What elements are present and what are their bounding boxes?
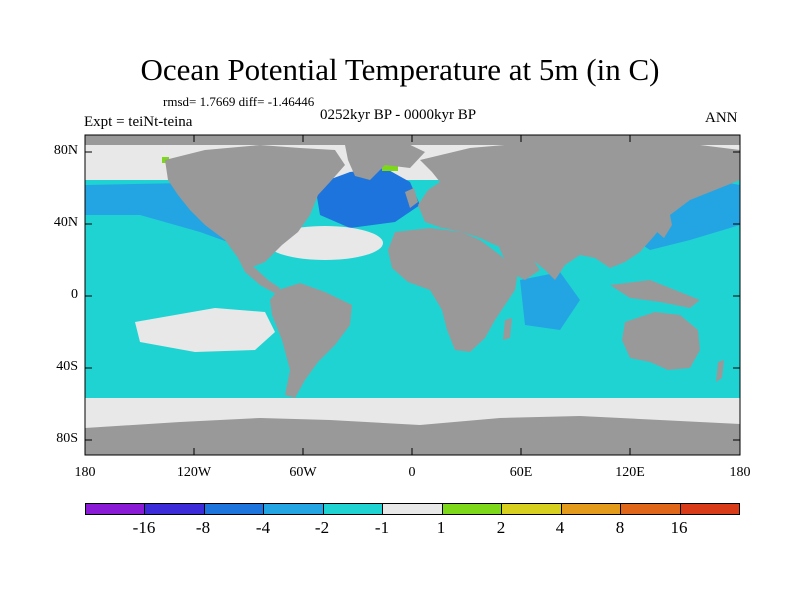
subtropical-atlantic-near-zero [267, 226, 383, 260]
indian-ocean-cooling [520, 272, 580, 330]
colorbar-label: 4 [555, 518, 565, 537]
lon-label-60e: 60E [509, 465, 533, 480]
colorbar-swatch [561, 504, 622, 514]
lat-label-0: 0 [71, 287, 78, 302]
experiment-label: Expt = teiNt-teina [84, 114, 193, 130]
madagascar [503, 318, 512, 340]
british-isles [405, 188, 418, 208]
colorbar-label: -16 [132, 518, 156, 537]
colorbar-label: 16 [670, 518, 688, 537]
lon-label-120w: 120W [176, 465, 212, 480]
colorbar-label: 2 [496, 518, 506, 537]
indonesia [610, 280, 700, 308]
africa [388, 228, 518, 352]
lat-label-80s: 80S [56, 431, 78, 446]
lon-label-60w: 60W [289, 465, 317, 480]
north-america [165, 145, 345, 268]
eurasia [418, 140, 740, 280]
colorbar-swatch [383, 504, 443, 514]
axis-ticks [85, 135, 740, 455]
colorbar-label: 1 [436, 518, 446, 537]
colorbar-label: -1 [374, 518, 390, 537]
colorbar-label: -2 [314, 518, 330, 537]
colorbar-swatch [680, 504, 739, 514]
arabia [498, 245, 540, 280]
south-pacific-near-zero [135, 308, 275, 352]
colorbar-swatch [264, 504, 324, 514]
lon-label-120e: 120E [615, 465, 645, 480]
rmsd-diff-stats: rmsd= 1.7669 diff= -1.46446 [163, 94, 315, 109]
lat-label-80n: 80N [53, 143, 78, 158]
colorbar-swatch [621, 504, 681, 514]
colorbar-swatch [204, 504, 265, 514]
colorbar-swatch [145, 504, 205, 514]
lon-label-180w: 180 [74, 465, 96, 480]
central-america [238, 258, 280, 294]
colorbar-swatch [442, 504, 503, 514]
antarctica [85, 416, 740, 455]
new-zealand [716, 360, 724, 382]
greenland-sea-warming [382, 163, 398, 171]
map-title: Ocean Potential Temperature at 5m (in C) [140, 52, 660, 87]
colorbar-swatch [502, 504, 562, 514]
time-period-label: 0252kyr BP - 0000kyr BP [320, 107, 477, 123]
colorbar-label: -4 [255, 518, 271, 537]
greenland [345, 140, 425, 180]
lat-label-40s: 40S [56, 359, 78, 374]
colorbar-swatch [323, 504, 384, 514]
season-label: ANN [705, 110, 738, 126]
south-america [270, 283, 352, 398]
colorbar [85, 503, 740, 515]
lon-label-180e: 180 [729, 465, 751, 480]
lon-label-0: 0 [408, 465, 416, 480]
north-atlantic-strong-cooling [315, 168, 420, 228]
colorbar-label: -8 [195, 518, 211, 537]
colorbar-label: 8 [615, 518, 625, 537]
japan [657, 205, 672, 238]
lat-label-40n: 40N [53, 215, 78, 230]
colorbar-swatch [86, 504, 146, 514]
map-field [85, 135, 740, 455]
australia [622, 312, 700, 370]
